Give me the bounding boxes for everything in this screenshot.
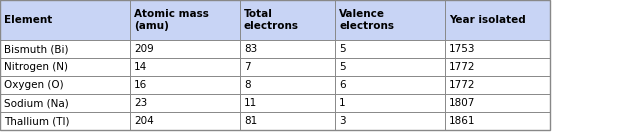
Text: 16: 16 xyxy=(134,80,147,90)
Text: 11: 11 xyxy=(244,98,257,108)
Text: 81: 81 xyxy=(244,116,257,126)
Text: 23: 23 xyxy=(134,98,147,108)
Text: Thallium (Tl): Thallium (Tl) xyxy=(4,116,69,126)
Text: Valence
electrons: Valence electrons xyxy=(339,9,394,31)
Text: Element: Element xyxy=(4,15,53,25)
Bar xyxy=(0,0,550,130)
Text: 1772: 1772 xyxy=(449,80,475,90)
Text: Year isolated: Year isolated xyxy=(449,15,526,25)
Text: 1772: 1772 xyxy=(449,62,475,72)
Text: Total
electrons: Total electrons xyxy=(244,9,299,31)
Text: Sodium (Na): Sodium (Na) xyxy=(4,98,69,108)
Bar xyxy=(0,40,550,58)
Text: 83: 83 xyxy=(244,44,257,54)
Bar xyxy=(0,0,550,40)
Bar xyxy=(0,94,550,112)
Bar xyxy=(0,76,550,94)
Text: 1753: 1753 xyxy=(449,44,475,54)
Text: 5: 5 xyxy=(339,44,345,54)
Text: 8: 8 xyxy=(244,80,251,90)
Text: 3: 3 xyxy=(339,116,345,126)
Text: 209: 209 xyxy=(134,44,154,54)
Text: Oxygen (O): Oxygen (O) xyxy=(4,80,64,90)
Bar xyxy=(0,58,550,76)
Text: 6: 6 xyxy=(339,80,345,90)
Text: Atomic mass
(amu): Atomic mass (amu) xyxy=(134,9,209,31)
Text: Bismuth (Bi): Bismuth (Bi) xyxy=(4,44,69,54)
Text: Nitrogen (N): Nitrogen (N) xyxy=(4,62,68,72)
Text: 7: 7 xyxy=(244,62,251,72)
Text: 1861: 1861 xyxy=(449,116,475,126)
Text: 204: 204 xyxy=(134,116,154,126)
Text: 14: 14 xyxy=(134,62,147,72)
Text: 1807: 1807 xyxy=(449,98,475,108)
Text: 1: 1 xyxy=(339,98,345,108)
Bar xyxy=(0,112,550,130)
Text: 5: 5 xyxy=(339,62,345,72)
